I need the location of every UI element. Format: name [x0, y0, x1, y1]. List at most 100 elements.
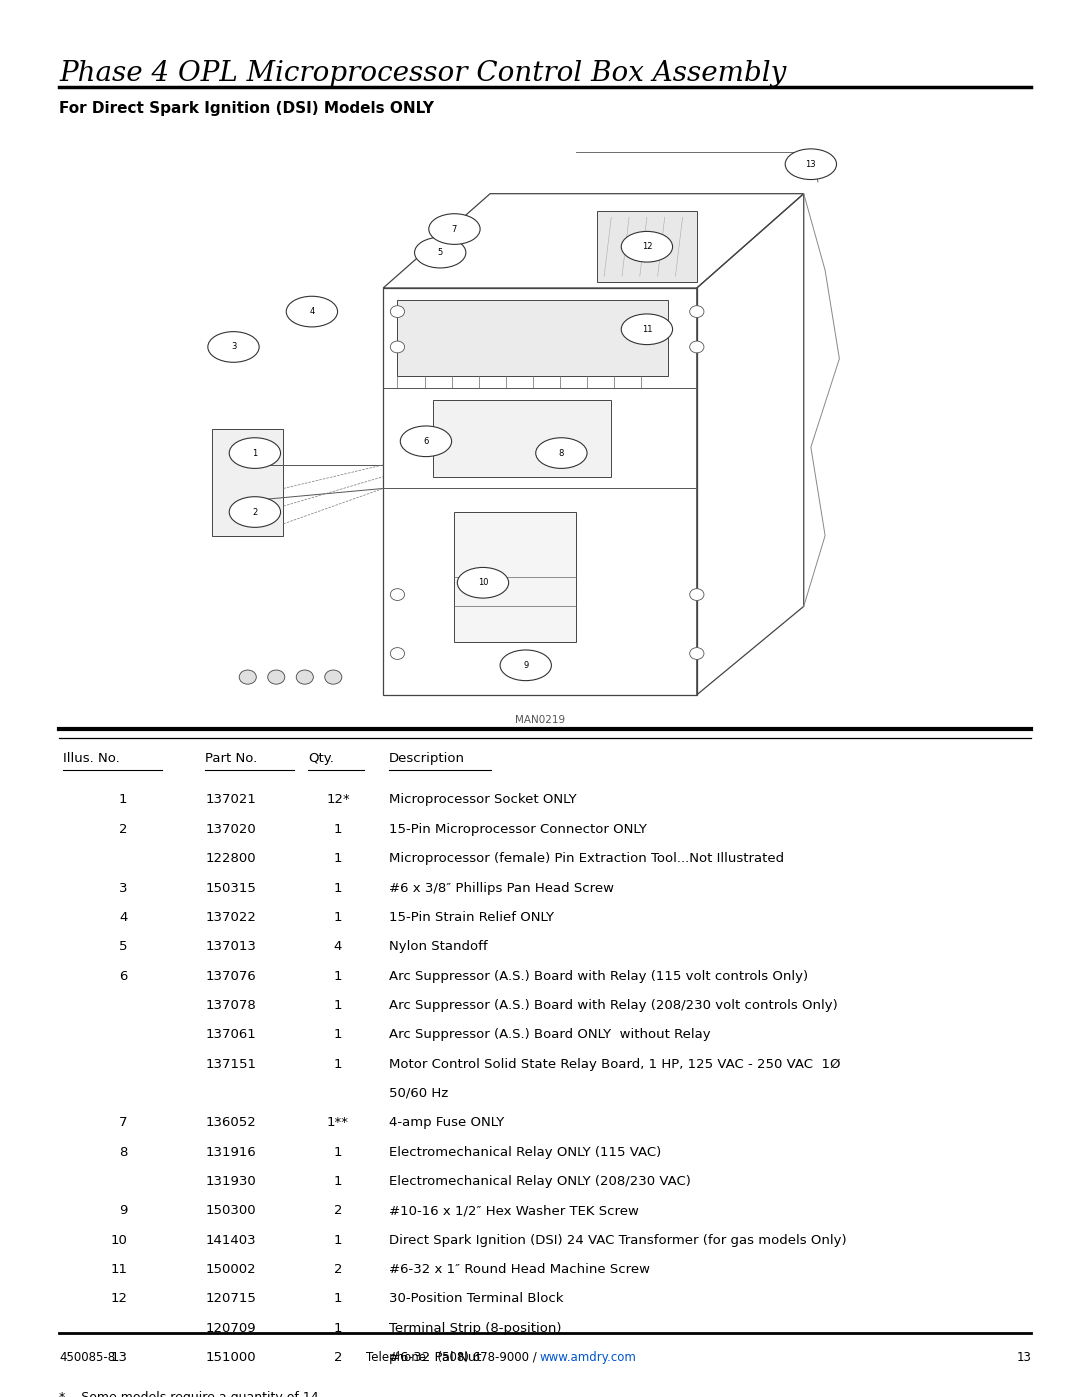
Ellipse shape — [229, 497, 281, 527]
Text: Microprocessor (female) Pin Extraction Tool...Not Illustrated: Microprocessor (female) Pin Extraction T… — [389, 852, 784, 865]
Text: 137061: 137061 — [205, 1028, 256, 1041]
Ellipse shape — [621, 314, 673, 345]
Circle shape — [690, 588, 704, 601]
Text: 3: 3 — [119, 882, 127, 894]
Ellipse shape — [536, 437, 588, 468]
Ellipse shape — [621, 232, 673, 263]
Text: 1: 1 — [334, 1322, 342, 1334]
Text: 1: 1 — [334, 911, 342, 923]
Text: 137021: 137021 — [205, 793, 256, 806]
Text: 137076: 137076 — [205, 970, 256, 982]
Text: Arc Suppressor (A.S.) Board ONLY  without Relay: Arc Suppressor (A.S.) Board ONLY without… — [389, 1028, 711, 1041]
Text: 136052: 136052 — [205, 1116, 256, 1129]
Ellipse shape — [401, 426, 451, 457]
Text: 1: 1 — [334, 1175, 342, 1187]
Text: 1: 1 — [119, 793, 127, 806]
Text: Direct Spark Ignition (DSI) 24 VAC Transformer (for gas models Only): Direct Spark Ignition (DSI) 24 VAC Trans… — [389, 1234, 847, 1246]
Ellipse shape — [457, 567, 509, 598]
Text: Motor Control Solid State Relay Board, 1 HP, 125 VAC - 250 VAC  1Ø: Motor Control Solid State Relay Board, 1… — [389, 1058, 840, 1070]
Circle shape — [239, 671, 256, 685]
Text: Electromechanical Relay ONLY (208/230 VAC): Electromechanical Relay ONLY (208/230 VA… — [389, 1175, 691, 1187]
Text: 150300: 150300 — [205, 1204, 256, 1217]
Text: 137151: 137151 — [205, 1058, 256, 1070]
Text: 1: 1 — [334, 1146, 342, 1158]
Text: Phase 4 OPL Microprocessor Control Box Assembly: Phase 4 OPL Microprocessor Control Box A… — [59, 60, 786, 87]
Text: 12: 12 — [642, 242, 652, 251]
Text: 11: 11 — [110, 1263, 127, 1275]
Circle shape — [268, 671, 285, 685]
Ellipse shape — [286, 296, 338, 327]
Text: 120715: 120715 — [205, 1292, 256, 1305]
Text: 6: 6 — [423, 437, 429, 446]
Text: MAN0219: MAN0219 — [515, 715, 565, 725]
Text: *    Some models require a quantity of 14.: * Some models require a quantity of 14. — [59, 1391, 323, 1397]
Polygon shape — [212, 429, 283, 535]
Text: 15-Pin Microprocessor Connector ONLY: 15-Pin Microprocessor Connector ONLY — [389, 823, 647, 835]
Text: Arc Suppressor (A.S.) Board with Relay (115 volt controls Only): Arc Suppressor (A.S.) Board with Relay (… — [389, 970, 808, 982]
Text: Illus. No.: Illus. No. — [63, 752, 120, 764]
Text: 151000: 151000 — [205, 1351, 256, 1363]
Text: Part No.: Part No. — [205, 752, 257, 764]
Text: 2: 2 — [334, 1263, 342, 1275]
Text: 5: 5 — [119, 940, 127, 953]
Text: Arc Suppressor (A.S.) Board with Relay (208/230 volt controls Only): Arc Suppressor (A.S.) Board with Relay (… — [389, 999, 838, 1011]
Text: 7: 7 — [451, 225, 457, 233]
Text: 8: 8 — [558, 448, 564, 458]
Text: 8: 8 — [119, 1146, 127, 1158]
Text: 1: 1 — [334, 970, 342, 982]
Text: 13: 13 — [110, 1351, 127, 1363]
Polygon shape — [597, 211, 697, 282]
Text: 1: 1 — [334, 999, 342, 1011]
Text: Telephone:  (508) 678-9000 /: Telephone: (508) 678-9000 / — [365, 1351, 540, 1363]
Text: 141403: 141403 — [205, 1234, 256, 1246]
Text: 150002: 150002 — [205, 1263, 256, 1275]
Polygon shape — [455, 513, 576, 641]
Text: www.amdry.com: www.amdry.com — [540, 1351, 637, 1363]
Text: #6-32 x 1″ Round Head Machine Screw: #6-32 x 1″ Round Head Machine Screw — [389, 1263, 650, 1275]
Text: 50/60 Hz: 50/60 Hz — [389, 1087, 448, 1099]
Circle shape — [296, 671, 313, 685]
Circle shape — [690, 648, 704, 659]
Ellipse shape — [785, 149, 837, 180]
Text: 131930: 131930 — [205, 1175, 256, 1187]
Ellipse shape — [229, 437, 281, 468]
Text: 122800: 122800 — [205, 852, 256, 865]
Text: 2: 2 — [334, 1204, 342, 1217]
Text: 4: 4 — [334, 940, 342, 953]
Text: 4: 4 — [309, 307, 314, 316]
Polygon shape — [433, 400, 611, 476]
Text: 1: 1 — [253, 448, 257, 458]
Text: #6 x 3/8″ Phillips Pan Head Screw: #6 x 3/8″ Phillips Pan Head Screw — [389, 882, 613, 894]
Text: 5: 5 — [437, 249, 443, 257]
Text: 150315: 150315 — [205, 882, 256, 894]
Text: 13: 13 — [806, 159, 816, 169]
Text: 10: 10 — [110, 1234, 127, 1246]
Text: 12*: 12* — [326, 793, 350, 806]
Text: #10-16 x 1/2″ Hex Washer TEK Screw: #10-16 x 1/2″ Hex Washer TEK Screw — [389, 1204, 638, 1217]
Text: 2: 2 — [119, 823, 127, 835]
Text: 15-Pin Strain Relief ONLY: 15-Pin Strain Relief ONLY — [389, 911, 554, 923]
Text: 137022: 137022 — [205, 911, 256, 923]
Text: 9: 9 — [523, 661, 528, 669]
Text: 4-amp Fuse ONLY: 4-amp Fuse ONLY — [389, 1116, 504, 1129]
Ellipse shape — [429, 214, 481, 244]
Text: 10: 10 — [477, 578, 488, 587]
Text: 1: 1 — [334, 852, 342, 865]
Text: 450085-8: 450085-8 — [59, 1351, 116, 1363]
Text: For Direct Spark Ignition (DSI) Models ONLY: For Direct Spark Ignition (DSI) Models O… — [59, 101, 434, 116]
Circle shape — [390, 588, 405, 601]
Text: Qty.: Qty. — [308, 752, 334, 764]
Text: Microprocessor Socket ONLY: Microprocessor Socket ONLY — [389, 793, 577, 806]
Circle shape — [325, 671, 342, 685]
Text: 13: 13 — [1016, 1351, 1031, 1363]
Text: Electromechanical Relay ONLY (115 VAC): Electromechanical Relay ONLY (115 VAC) — [389, 1146, 661, 1158]
Text: 2: 2 — [334, 1351, 342, 1363]
Text: #6-32 Pal Nut: #6-32 Pal Nut — [389, 1351, 482, 1363]
Text: 131916: 131916 — [205, 1146, 256, 1158]
Text: 30-Position Terminal Block: 30-Position Terminal Block — [389, 1292, 564, 1305]
Ellipse shape — [415, 237, 465, 268]
Text: Description: Description — [389, 752, 464, 764]
Text: 1: 1 — [334, 1028, 342, 1041]
Text: 6: 6 — [119, 970, 127, 982]
Text: 1: 1 — [334, 1058, 342, 1070]
